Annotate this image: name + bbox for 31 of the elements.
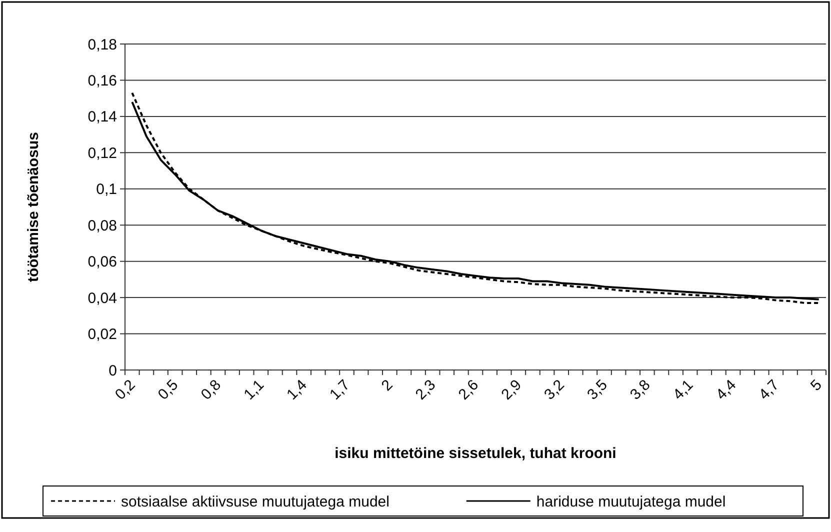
x-tick-label: 2,3 (412, 376, 440, 404)
x-tick-label: 4,7 (756, 376, 782, 404)
x-tick-label: 2,6 (455, 376, 482, 404)
x-axis-title: isiku mittetöine sissetulek, tuhat krooni (334, 445, 616, 462)
y-axis-title: töötamise tõenäosus (25, 132, 42, 282)
y-tick-label: 0 (108, 362, 117, 380)
y-tick-label: 0,02 (88, 326, 117, 344)
x-tick-label: 4,1 (670, 376, 697, 404)
x-tick-label: 1,1 (240, 376, 268, 404)
y-tick-label: 0,08 (88, 217, 117, 234)
x-tick-label: 5 (807, 376, 826, 394)
x-tick-label: 2 (378, 376, 396, 394)
y-tick-label: 0,1 (96, 181, 117, 198)
x-tick-label: 0,8 (198, 376, 225, 404)
y-tick-label: 0,06 (88, 254, 117, 271)
x-tick-label: 0,5 (154, 376, 182, 404)
x-tick-label: 3,2 (541, 376, 568, 404)
y-tick-label: 0,04 (88, 290, 117, 307)
x-tick-label: 1,7 (326, 376, 354, 404)
y-tick-label: 0,12 (88, 144, 117, 162)
legend-label: sotsiaalse aktiivsuse muutujatega mudel (121, 493, 390, 510)
y-tick-label: 0,16 (88, 72, 117, 90)
legend-label: hariduse muutujatega mudel (536, 493, 726, 510)
x-tick-label: 3,5 (584, 376, 611, 404)
x-tick-label: 1,4 (284, 376, 310, 404)
x-tick-label: 4,4 (712, 376, 740, 404)
y-tick-label: 0,18 (88, 36, 117, 54)
x-tick-label: 2,9 (498, 376, 525, 404)
x-tick-label: 3,8 (626, 376, 654, 404)
y-tick-label: 0,14 (88, 108, 117, 126)
x-tick-label: 0,2 (112, 376, 139, 404)
